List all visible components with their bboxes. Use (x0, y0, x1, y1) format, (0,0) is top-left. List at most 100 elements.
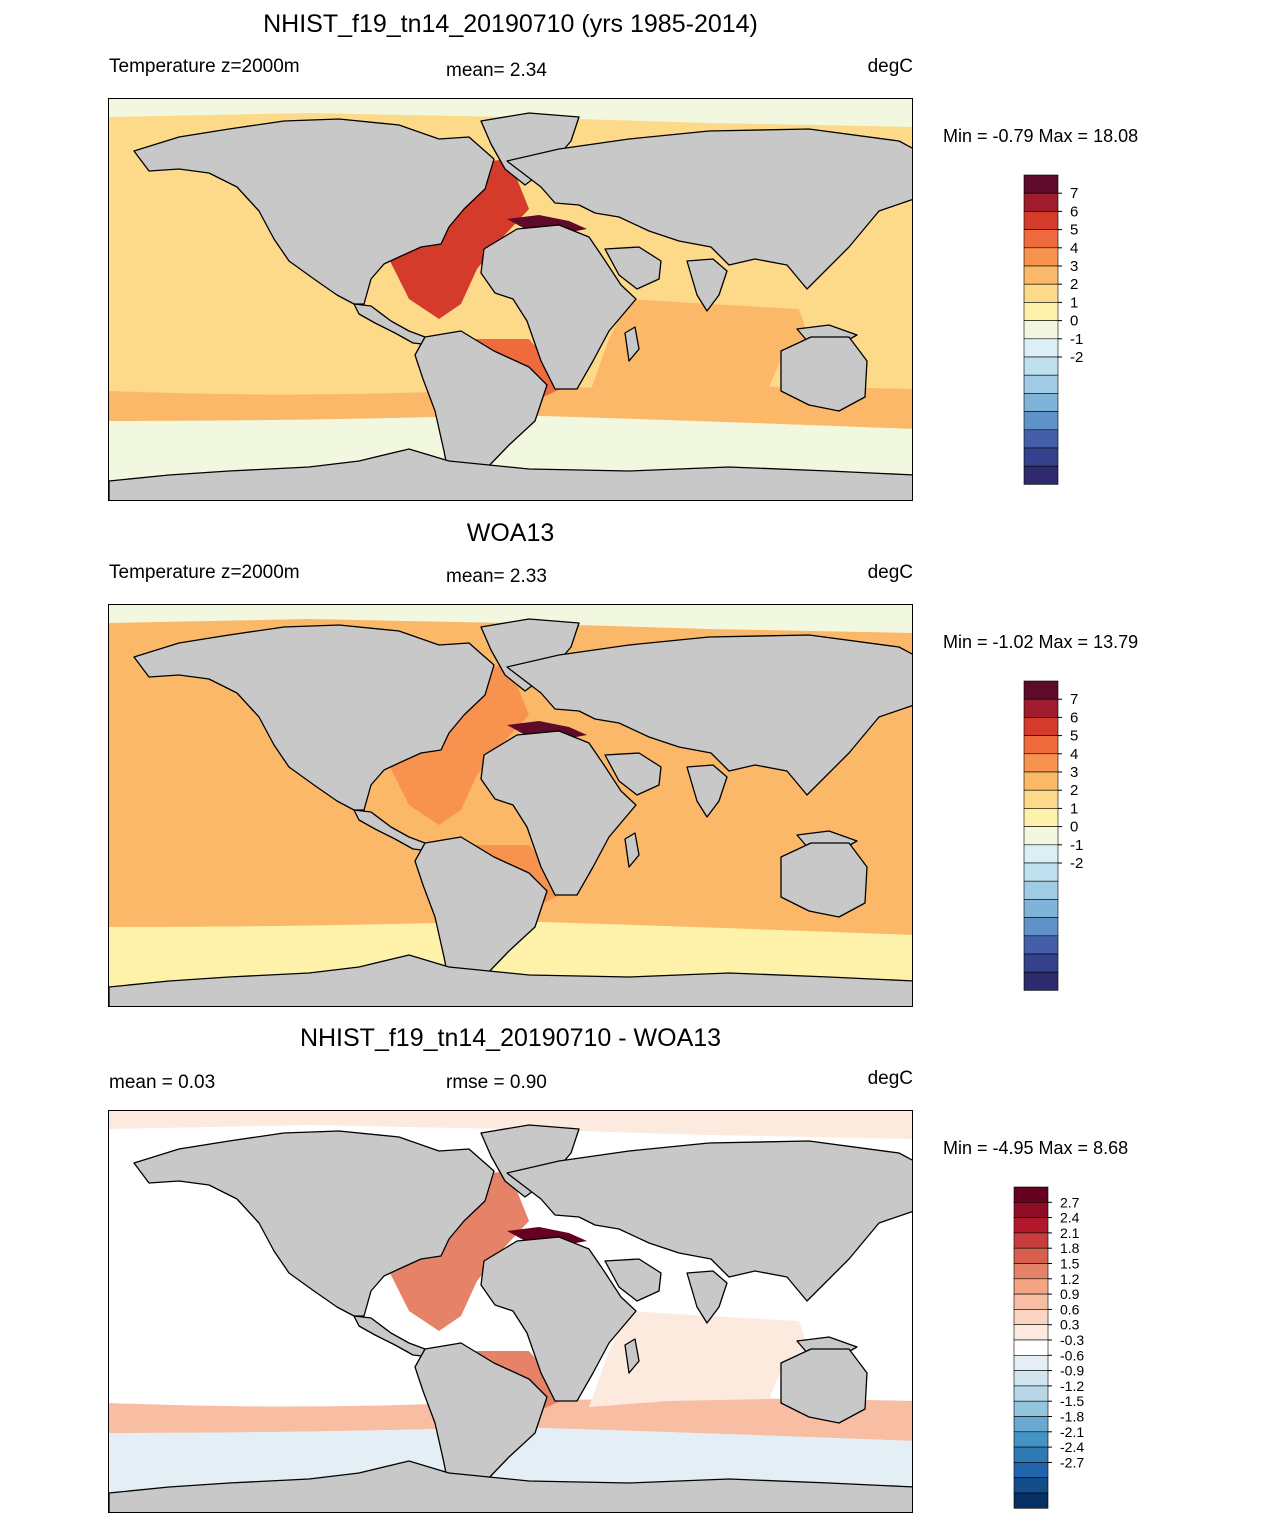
colorbar-box (1023, 826, 1059, 846)
colorbar-box (1023, 953, 1059, 973)
ocean-region-arctic (109, 1111, 912, 1139)
land-north-america (133, 624, 495, 811)
colorbar-tick-label: -2 (1070, 349, 1083, 366)
colorbar-box (1013, 1462, 1049, 1478)
land-australia (780, 842, 868, 918)
land-north-america (133, 118, 495, 305)
ocean-region-indian-ocean (589, 805, 809, 901)
panel2-variable-label: Temperature z=2000m (109, 562, 300, 583)
colorbar-box (1023, 229, 1059, 249)
panel1-variable-label: Temperature z=2000m (109, 56, 300, 77)
land-africa (480, 1236, 637, 1402)
colorbar-box (1023, 338, 1059, 358)
colorbar-tick-label: 3 (1070, 258, 1078, 275)
colorbar-box (1023, 393, 1059, 412)
ocean-region-arctic (109, 99, 912, 127)
land-india (686, 258, 728, 312)
colorbar-box (1013, 1202, 1049, 1218)
colorbar-tick-label: 4 (1070, 746, 1078, 763)
colorbar-box (1023, 465, 1059, 485)
colorbar-box (1023, 680, 1059, 700)
colorbar-box (1013, 1278, 1049, 1295)
panel2-units-label: degC (867, 562, 913, 583)
land-eurasia (506, 128, 912, 290)
land-north-america (133, 1130, 495, 1317)
colorbar-box (1023, 283, 1059, 303)
colorbar-box (1023, 917, 1059, 937)
colorbar-tick-label: 0.9 (1060, 1286, 1080, 1302)
colorbar-box (1013, 1309, 1049, 1326)
colorbar-tick-label: 3 (1070, 764, 1078, 781)
colorbar-tick-label: 2.4 (1060, 1210, 1080, 1226)
colorbar-box (1013, 1355, 1049, 1371)
colorbar-box (1013, 1416, 1049, 1433)
colorbar-box (1023, 753, 1059, 773)
colorbar-box (1023, 320, 1059, 340)
colorbar-box (1013, 1370, 1049, 1387)
land-arabia (604, 752, 662, 796)
colorbar-box (1023, 717, 1059, 736)
colorbar-box (1013, 1339, 1049, 1356)
colorbar-tick-label: 0.3 (1060, 1317, 1080, 1333)
colorbar-box (1023, 808, 1059, 827)
colorbar-box (1013, 1324, 1049, 1341)
land-eurasia (506, 1140, 912, 1302)
land-arabia (604, 246, 662, 290)
colorbar-box (1023, 429, 1059, 449)
ocean-region-indian-ocean (589, 299, 809, 395)
colorbar-tick-label: 7 (1070, 691, 1078, 708)
colorbar-box (1023, 899, 1059, 918)
colorbar-tick-label: 2.7 (1060, 1194, 1080, 1210)
colorbar-tick-label: -1.2 (1060, 1378, 1084, 1394)
colorbar-tick-label: -0.3 (1060, 1332, 1084, 1348)
colorbar-box (1023, 247, 1059, 267)
panel3-mean-label: mean = 0.03 (109, 1072, 216, 1093)
panel2-map (108, 604, 913, 1007)
land-madagascar (624, 326, 640, 362)
colorbar-tick-label: -1 (1070, 837, 1083, 854)
colorbar-tick-label: 1.5 (1060, 1256, 1080, 1272)
land-india (686, 1270, 728, 1324)
colorbar-tick-label: 6 (1070, 203, 1078, 220)
panel1-minmax: Min = -0.79 Max = 18.08 (943, 126, 1139, 146)
ocean-region-arctic (109, 605, 912, 633)
colorbar-tick-label: 7 (1070, 185, 1078, 202)
land-antarctica (109, 1460, 912, 1512)
colorbar-box (1023, 211, 1059, 230)
panel3-map (108, 1110, 913, 1513)
colorbar-box (1013, 1186, 1049, 1203)
colorbar-box (1013, 1293, 1049, 1310)
land-australia (780, 1348, 868, 1424)
colorbar-box (1023, 789, 1059, 809)
land-africa (480, 224, 637, 390)
colorbar-box (1013, 1217, 1049, 1234)
colorbar-tick-label: 5 (1070, 728, 1078, 745)
colorbar-tick-label: 2.1 (1060, 1225, 1080, 1241)
colorbar-box (1023, 374, 1059, 394)
panel1-map (108, 98, 913, 501)
colorbar-box (1023, 844, 1059, 864)
colorbar-box (1023, 971, 1059, 991)
colorbar-box (1023, 935, 1059, 955)
colorbar-tick-label: 6 (1070, 709, 1078, 726)
colorbar-box (1023, 447, 1059, 467)
colorbar-box (1013, 1263, 1049, 1280)
colorbar-tick-label: 0 (1070, 819, 1078, 836)
colorbar-box (1023, 862, 1059, 882)
colorbar-box (1013, 1446, 1049, 1463)
colorbar-tick-label: -0.9 (1060, 1363, 1084, 1379)
ocean-region-indian-ocean (589, 1311, 809, 1407)
colorbar-tick-label: 1 (1070, 800, 1078, 817)
colorbar-box (1013, 1431, 1049, 1448)
colorbar-box (1023, 698, 1059, 718)
land-arabia (604, 1258, 662, 1302)
land-madagascar (624, 1338, 640, 1374)
colorbar-tick-label: 5 (1070, 222, 1078, 239)
land-madagascar (624, 832, 640, 868)
colorbar-tick-label: 0 (1070, 313, 1078, 330)
land-australia (780, 336, 868, 412)
colorbar-box (1023, 411, 1059, 431)
colorbar-tick-label: -2.1 (1060, 1424, 1084, 1440)
colorbar-box (1023, 880, 1059, 900)
colorbar-tick-label: -2.4 (1060, 1439, 1084, 1455)
